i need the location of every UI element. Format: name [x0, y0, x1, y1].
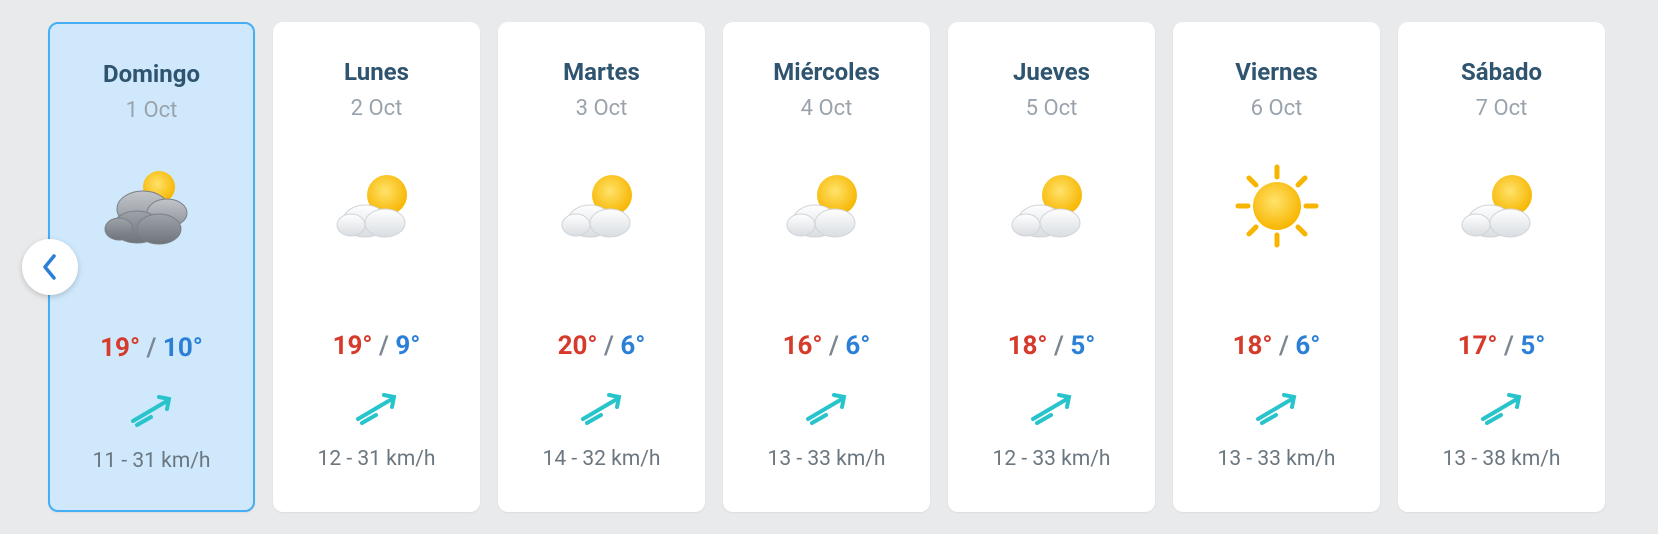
temp-sep: / [829, 331, 845, 361]
wind-text: 12 - 33 km/h [993, 447, 1111, 471]
wind-arrow-icon [352, 389, 402, 433]
temps: 16° / 6° [783, 331, 871, 361]
temp-low: 6° [845, 331, 870, 361]
wind-arrow-icon [802, 389, 852, 433]
temp-high: 20° [558, 331, 598, 361]
temps: 19° / 10° [100, 333, 203, 363]
wind-arrow-icon [1252, 389, 1302, 433]
wind-text: 14 - 32 km/h [543, 447, 661, 471]
temp-high: 19° [100, 333, 140, 363]
wind-text: 13 - 38 km/h [1443, 447, 1561, 471]
day-name: Domingo [103, 60, 200, 88]
weather-icon [1232, 141, 1322, 271]
weather-icon [1452, 141, 1552, 271]
wind-text: 13 - 33 km/h [1218, 447, 1336, 471]
day-card[interactable]: Domingo 1 Oct 19° / 10° [48, 22, 255, 512]
prev-button[interactable] [22, 239, 78, 295]
temp-low: 10° [163, 333, 203, 363]
day-card[interactable]: Viernes 6 Oct 18° / 6° 13 - 33 km [1173, 22, 1380, 512]
temps: 19° / 9° [333, 331, 421, 361]
wind-arrow-icon [127, 391, 177, 435]
weather-icon [327, 141, 427, 271]
wind-text: 12 - 31 km/h [318, 447, 436, 471]
temp-high: 18° [1008, 331, 1048, 361]
chevron-left-icon [41, 253, 59, 281]
temp-sep: / [604, 331, 620, 361]
day-date: 7 Oct [1476, 96, 1528, 121]
day-date: 2 Oct [351, 96, 403, 121]
wind-text: 13 - 33 km/h [768, 447, 886, 471]
day-card[interactable]: Miércoles 4 Oct 16° / 6° [723, 22, 930, 512]
temp-high: 19° [333, 331, 373, 361]
temps: 20° / 6° [558, 331, 646, 361]
weather-icon [1002, 141, 1102, 271]
day-name: Lunes [344, 58, 409, 86]
day-date: 5 Oct [1026, 96, 1078, 121]
day-card[interactable]: Jueves 5 Oct 18° / 5° [948, 22, 1155, 512]
temp-high: 17° [1458, 331, 1498, 361]
weather-icon [777, 141, 877, 271]
temp-low: 6° [1295, 331, 1320, 361]
temp-low: 6° [620, 331, 645, 361]
temp-sep: / [1279, 331, 1295, 361]
wind-arrow-icon [577, 389, 627, 433]
temp-low: 9° [395, 331, 420, 361]
temp-low: 5° [1520, 331, 1545, 361]
day-card[interactable]: Martes 3 Oct 20° / 6° [498, 22, 705, 512]
wind-arrow-icon [1027, 389, 1077, 433]
temps: 18° / 6° [1233, 331, 1321, 361]
day-date: 6 Oct [1251, 96, 1303, 121]
temp-high: 18° [1233, 331, 1273, 361]
day-name: Martes [563, 58, 640, 86]
day-name: Viernes [1235, 58, 1318, 86]
day-name: Jueves [1013, 58, 1090, 86]
day-name: Miércoles [773, 58, 880, 86]
wind-text: 11 - 31 km/h [93, 449, 211, 473]
day-date: 3 Oct [576, 96, 628, 121]
forecast-row: Domingo 1 Oct 19° / 10° [0, 0, 1658, 534]
temps: 18° / 5° [1008, 331, 1096, 361]
temp-sep: / [379, 331, 395, 361]
day-card[interactable]: Lunes 2 Oct 19° / 9° [273, 22, 480, 512]
temps: 17° / 5° [1458, 331, 1546, 361]
temp-low: 5° [1070, 331, 1095, 361]
day-card[interactable]: Sábado 7 Oct 17° / 5° [1398, 22, 1605, 512]
temp-high: 16° [783, 331, 823, 361]
temp-sep: / [1054, 331, 1070, 361]
weather-icon [97, 143, 207, 273]
wind-arrow-icon [1477, 389, 1527, 433]
temp-sep: / [1504, 331, 1520, 361]
day-date: 1 Oct [126, 98, 178, 123]
temp-sep: / [147, 333, 163, 363]
day-date: 4 Oct [801, 96, 853, 121]
day-name: Sábado [1461, 58, 1542, 86]
weather-icon [552, 141, 652, 271]
